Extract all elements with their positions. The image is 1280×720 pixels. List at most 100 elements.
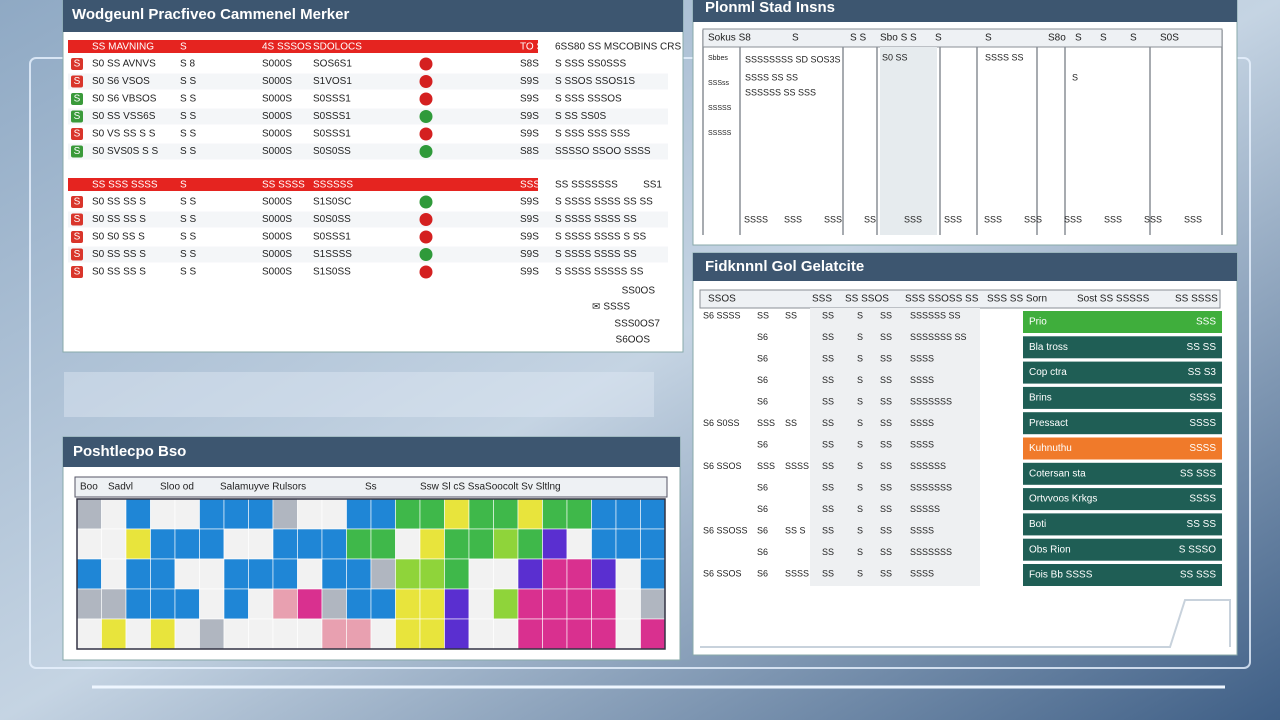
- row-cell: S1S0SS: [313, 267, 351, 278]
- detail-cell: SSSSSSS: [910, 396, 952, 406]
- tag-box: [71, 110, 83, 123]
- status-label: Boti: [1029, 519, 1046, 530]
- row-cell: S8S: [520, 59, 539, 70]
- grid-cell: [370, 558, 396, 590]
- detail-cell: SSSS: [910, 418, 934, 428]
- grid-cell: [468, 558, 494, 590]
- header-cell: S: [180, 180, 187, 191]
- board-side: Sbbes: [708, 55, 728, 62]
- board-note: SSSS SS SS: [745, 72, 798, 82]
- grid-cell: [395, 528, 421, 560]
- row-tag: S: [74, 214, 81, 225]
- row-bg: [68, 194, 668, 210]
- row-cell: S000S: [262, 197, 292, 208]
- row-cell: S S: [180, 94, 196, 105]
- status-item: [1023, 564, 1222, 586]
- row-cell: S000S: [262, 267, 292, 278]
- row-cell: S0S0SS: [313, 214, 351, 225]
- detail-cell: S6 SSOSS: [703, 525, 748, 535]
- schedule-header: Boo: [80, 482, 98, 493]
- grid-cell: [395, 588, 421, 620]
- detail-cell: S: [857, 439, 863, 449]
- grid-cell: [150, 588, 176, 620]
- footer-text: SS0OS: [622, 286, 656, 297]
- grid-cell: [468, 528, 494, 560]
- grid-cell: [444, 618, 470, 650]
- status-value: SSSS: [1189, 393, 1216, 404]
- schedule-header: Salamuyve Rulsors: [220, 482, 306, 493]
- row-cell: S SSOS SSOS1S: [555, 76, 635, 87]
- grid-cell: [493, 528, 519, 560]
- row-cell: S0 SS SS S: [92, 267, 146, 278]
- grid-cell: [272, 618, 298, 650]
- grid-cell: [199, 588, 225, 620]
- grid-cell: [591, 618, 617, 650]
- row-tag: S: [74, 232, 81, 243]
- grid-cell: [346, 588, 372, 620]
- grid-cell: [419, 498, 445, 530]
- status-item: [1023, 311, 1222, 333]
- detail-cell: SS: [880, 568, 892, 578]
- row-cell: S9S: [520, 129, 539, 140]
- row-cell: S SS SS0S: [555, 111, 606, 122]
- grid-cell: [248, 618, 274, 650]
- detail-cell: SSSS: [910, 353, 934, 363]
- row-cell: S000S: [262, 232, 292, 243]
- grid-cell: [297, 618, 323, 650]
- grid-cell: [297, 558, 323, 590]
- row-cell: S SSS SSSOS: [555, 94, 622, 105]
- detail-cell: S6: [757, 439, 768, 449]
- grid-cell: [615, 618, 641, 650]
- board-bottom: SSS: [824, 214, 842, 224]
- row-cell: S0 SS AVNVS: [92, 59, 156, 70]
- red-header-row: [68, 178, 538, 191]
- grid-cell: [101, 558, 127, 590]
- board-header: S: [792, 33, 799, 44]
- detail-title: Fidknnnl Gol Gelatcite: [705, 258, 864, 275]
- divider-note: SS1: [643, 180, 662, 191]
- detail-cell: SSSSSSS SS: [910, 332, 967, 342]
- grid-cell: [566, 528, 592, 560]
- status-item: [1023, 336, 1222, 359]
- grid-cell: [419, 618, 445, 650]
- status-item: [1023, 412, 1222, 435]
- detail-cell: SS: [785, 310, 797, 320]
- row-bg: [68, 264, 668, 280]
- detail-cell: SSSS: [910, 439, 934, 449]
- grid-cell: [346, 528, 372, 560]
- schedule-header: Sloo od: [160, 482, 194, 493]
- grid-cell: [542, 558, 568, 590]
- header-cell: SSSS: [520, 180, 547, 191]
- row-cell: S9S: [520, 267, 539, 278]
- detail-cell: SSSSSS SS: [910, 310, 961, 320]
- detail-header: SSS: [812, 294, 832, 305]
- status-item: [1023, 361, 1222, 384]
- board-note: SSSSSSSS SD SOS3S: [745, 54, 841, 64]
- detail-cell: S6: [757, 525, 768, 535]
- grid-cell: [419, 588, 445, 620]
- status-label: Brins: [1029, 393, 1052, 404]
- detail-cell: SSSSS: [910, 504, 940, 514]
- board-header: S S: [850, 33, 866, 44]
- tag-box: [71, 213, 83, 226]
- board-header: S: [1100, 33, 1107, 44]
- grid-cell: [444, 498, 470, 530]
- grid-cell: [493, 558, 519, 590]
- row-cell: S SSSS SSSS SS: [555, 214, 637, 225]
- grid-cell: [101, 498, 127, 530]
- status-label: Ortvvoos Krkgs: [1029, 494, 1097, 505]
- grid-cell: [248, 558, 274, 590]
- grid-cell: [640, 528, 666, 560]
- detail-cell: SS: [880, 375, 892, 385]
- grid-cell: [517, 588, 543, 620]
- header-cell: SS SSSSSSS: [555, 180, 618, 191]
- detail-cell: SS: [822, 332, 834, 342]
- grid-cell: [640, 498, 666, 530]
- grid-border: [76, 498, 666, 650]
- row-cell: S0S0SS: [313, 146, 351, 157]
- detail-cell: S: [857, 525, 863, 535]
- grid-cell: [517, 498, 543, 530]
- header-cell: SSSSSS: [313, 180, 353, 191]
- worklist-title: Wodgeunl Pracfiveo Cammenel Merker: [72, 6, 349, 23]
- status-dot: [419, 110, 433, 123]
